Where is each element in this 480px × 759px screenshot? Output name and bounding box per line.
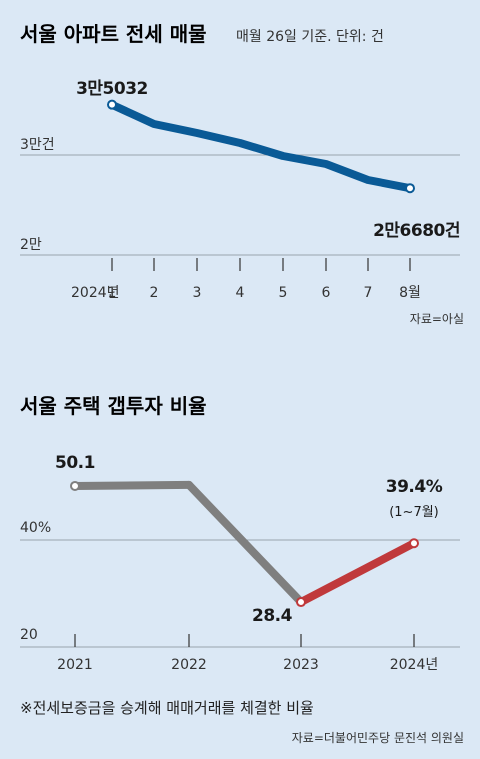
- chart2-xtick-label: 2023: [283, 657, 319, 673]
- chart1-point: [405, 183, 415, 194]
- chart2-last-label: 39.4%: [386, 477, 443, 497]
- chart1-subtitle: 매월 26일 기준. 단위: 건: [236, 29, 384, 45]
- chart1-xtick-label: 1: [108, 285, 117, 301]
- chart1-ytick-label: 3만건: [20, 137, 55, 153]
- chart2-xtick-label: 2021: [57, 657, 93, 673]
- chart1-xtick-label: 4: [236, 285, 245, 301]
- chart2-plot: 40% 20 2021 2022 2023 2024년: [20, 480, 460, 673]
- chart2-series-segment: [71, 480, 193, 490]
- chart2-last-note: (1~7월): [389, 505, 439, 520]
- chart1-x-prefix: 2024년: [71, 285, 120, 301]
- chart2-source: 자료=더불어민주당 문진석 의원실: [292, 731, 464, 745]
- chart1-xtick-label: 8월: [399, 285, 421, 301]
- chart1-xtick-label: 5: [279, 285, 288, 301]
- chart1-xtick-label: 3: [193, 285, 202, 301]
- chart1-xtick-label: 6: [322, 285, 331, 301]
- chart2-min-label: 28.4: [252, 606, 293, 626]
- chart2-series-segment: [297, 539, 418, 607]
- chart2-point: [409, 538, 419, 549]
- chart2-xtick-label: 2022: [171, 657, 207, 673]
- chart1-point: [107, 99, 117, 110]
- chart2-point: [70, 480, 80, 491]
- chart2-ytick-label: 40%: [20, 520, 51, 536]
- chart1-title: 서울 아파트 전세 매물: [20, 22, 207, 46]
- chart1-last-label: 2만6680건: [373, 221, 460, 241]
- chart1-source: 자료=아실: [410, 312, 464, 326]
- chart1-plot: 3만건 2만 1 2 3 4 5 6 7 8월: [20, 99, 460, 301]
- chart1-xtick-label: 2: [150, 285, 159, 301]
- chart2-xtick-label: 2024년: [390, 657, 439, 673]
- chart1-ytick-label: 2만: [20, 237, 42, 253]
- chart2-series-segment: [185, 480, 305, 607]
- chart2-title: 서울 주택 갭투자 비율: [20, 394, 207, 418]
- chart2-ytick-label: 20: [20, 627, 38, 643]
- chart2-footnote: ※전세보증금을 승계해 매매거래를 체결한 비율: [20, 699, 314, 717]
- chart1-first-label: 3만5032: [76, 79, 148, 99]
- chart2-first-label: 50.1: [55, 453, 95, 473]
- chart1-series-line: [108, 100, 414, 193]
- chart2-point: [296, 597, 306, 608]
- chart1-xtick-label: 7: [364, 285, 373, 301]
